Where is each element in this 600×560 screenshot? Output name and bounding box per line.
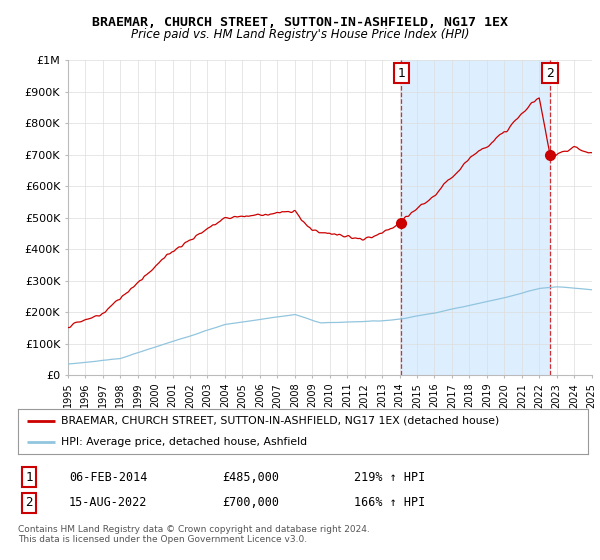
Text: 2: 2: [25, 496, 32, 510]
Text: Contains HM Land Registry data © Crown copyright and database right 2024.
This d: Contains HM Land Registry data © Crown c…: [18, 525, 370, 544]
Text: £485,000: £485,000: [222, 470, 279, 484]
Text: 1: 1: [25, 470, 32, 484]
Bar: [401, 60, 550, 375]
Text: BRAEMAR, CHURCH STREET, SUTTON-IN-ASHFIELD, NG17 1EX: BRAEMAR, CHURCH STREET, SUTTON-IN-ASHFIE…: [92, 16, 508, 29]
Text: 166% ↑ HPI: 166% ↑ HPI: [354, 496, 425, 510]
Text: HPI: Average price, detached house, Ashfield: HPI: Average price, detached house, Ashf…: [61, 436, 307, 446]
Text: 2: 2: [546, 67, 554, 80]
Text: 1: 1: [397, 67, 405, 80]
Text: 06-FEB-2014: 06-FEB-2014: [69, 470, 148, 484]
Text: BRAEMAR, CHURCH STREET, SUTTON-IN-ASHFIELD, NG17 1EX (detached house): BRAEMAR, CHURCH STREET, SUTTON-IN-ASHFIE…: [61, 416, 499, 426]
Text: £700,000: £700,000: [222, 496, 279, 510]
Text: 219% ↑ HPI: 219% ↑ HPI: [354, 470, 425, 484]
Text: 15-AUG-2022: 15-AUG-2022: [69, 496, 148, 510]
Text: Price paid vs. HM Land Registry's House Price Index (HPI): Price paid vs. HM Land Registry's House …: [131, 28, 469, 41]
